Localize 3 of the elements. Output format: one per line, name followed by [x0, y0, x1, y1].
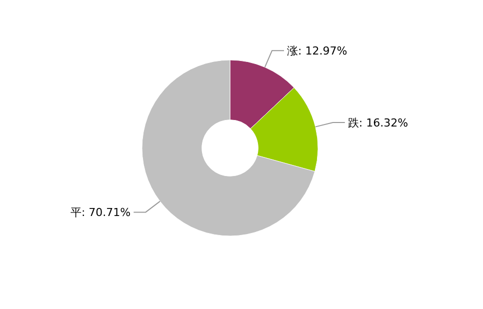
slice-label: 涨: 12.97%	[287, 44, 348, 58]
slice-label: 跌: 16.32%	[348, 116, 408, 130]
slice-label: 平: 70.71%	[70, 206, 131, 220]
